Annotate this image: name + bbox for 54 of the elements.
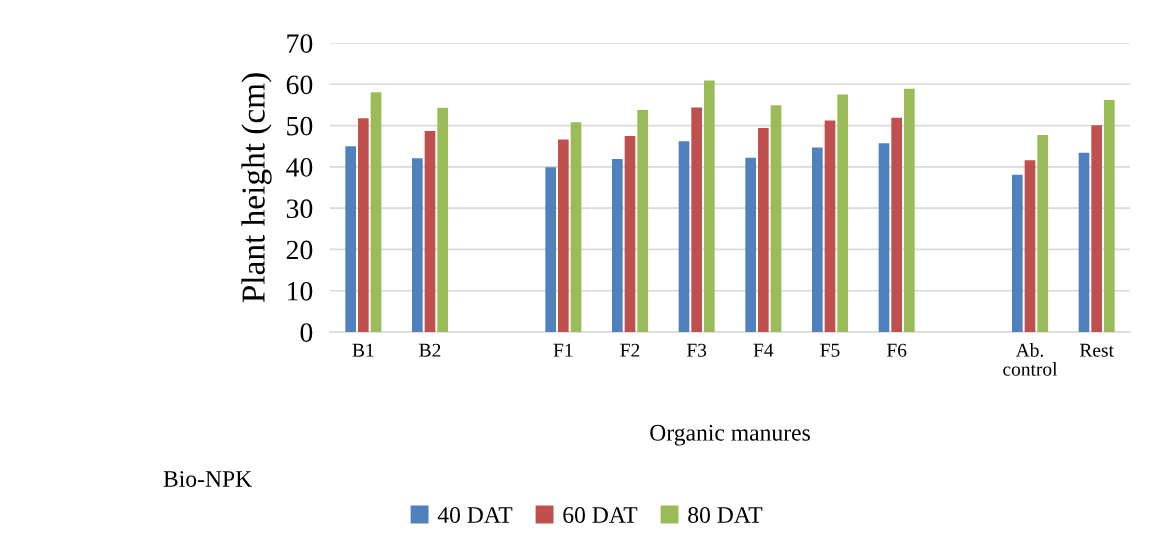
bar: [1091, 125, 1102, 332]
bar: [1012, 174, 1023, 332]
bar: [412, 158, 423, 332]
bar: [678, 141, 690, 332]
y-tick-label: 0: [300, 323, 313, 342]
x-tick-label: F5: [820, 343, 840, 357]
x-tick-label: B2: [419, 343, 441, 357]
bar: [770, 105, 782, 332]
x-tick-label: F4: [753, 343, 774, 357]
y-tick-label: 70: [287, 34, 313, 53]
bar: [570, 122, 582, 332]
bar: [1104, 99, 1115, 332]
x-tick-label: F3: [686, 343, 707, 357]
y-tick-label: 60: [286, 75, 313, 95]
bar: [424, 130, 436, 332]
bar: [1037, 135, 1048, 332]
x-tick-label: F2: [620, 343, 640, 357]
y-tick-label: 50: [287, 116, 313, 136]
bar: [637, 109, 648, 332]
x-tick-label: Rest: [1079, 343, 1114, 357]
bar: [345, 146, 356, 332]
bar: [812, 147, 823, 332]
bar: [904, 88, 915, 332]
x-tick-label: B1: [352, 343, 374, 357]
bar: [837, 94, 848, 332]
bar: [758, 128, 769, 332]
bar: [891, 117, 902, 332]
x-tick-label: F6: [886, 343, 907, 357]
bar: [370, 92, 382, 332]
text: Bio-NPK: [163, 471, 252, 487]
bar: [878, 143, 890, 332]
legend-label: 80 DAT: [688, 507, 763, 523]
y-tick-label: 20: [286, 240, 313, 260]
legend-label: 40 DAT: [437, 507, 513, 523]
bar: [1024, 160, 1036, 332]
y-tick-label: 30: [286, 199, 313, 219]
bar: [545, 167, 556, 332]
bar: [1078, 152, 1090, 332]
bar: [558, 139, 569, 332]
y-tick-label: 40: [286, 158, 313, 177]
bar: [624, 135, 636, 332]
legend-label: 60 DAT: [563, 507, 638, 523]
y-axis-title: Plant height (cm): [241, 73, 272, 303]
bar: [824, 120, 836, 332]
y-tick-label: 10: [288, 281, 313, 301]
x-tick-label: Ab. control: [1003, 343, 1058, 376]
bar: [358, 118, 369, 332]
x-tick-label: F1: [553, 343, 573, 357]
bar: [691, 107, 702, 332]
bar: [612, 159, 623, 332]
bar: [704, 80, 715, 332]
x-axis-title: Organic manures: [650, 424, 810, 446]
bar: [745, 157, 756, 332]
bar: [437, 107, 448, 332]
